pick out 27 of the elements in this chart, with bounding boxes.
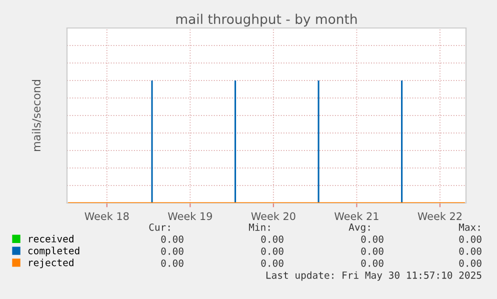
text: Last update: Fri May 30 11:57:10 2025: [266, 271, 482, 281]
text: 0.00: [161, 247, 184, 255]
text: 0.00: [459, 247, 482, 255]
x-tick-label: Week 20: [251, 212, 296, 220]
text: 0.00: [261, 259, 284, 267]
text: 0.00: [261, 235, 284, 243]
text: 0.00: [261, 247, 284, 255]
chart-title: mail throughput - by month: [176, 14, 357, 27]
text: 0.00: [361, 235, 384, 243]
x-tick-label: Week 18: [84, 212, 129, 220]
y-axis-title: mails/second: [32, 80, 42, 151]
text: 0.00: [459, 259, 482, 267]
text: 0.00: [459, 235, 482, 243]
text: 0.00: [361, 259, 384, 267]
text: 0.00: [161, 235, 184, 243]
text: 0.00: [361, 247, 384, 255]
x-tick-label: Week 22: [418, 212, 462, 220]
text: Cur:: [149, 223, 170, 231]
text: Avg:: [348, 224, 370, 233]
x-tick-label: Week 19: [168, 212, 212, 220]
text: 0.00: [161, 259, 184, 267]
x-tick-label: Week 21: [334, 212, 378, 220]
legend-label: rejected: [29, 258, 74, 268]
legend-label: completed: [28, 246, 80, 256]
text: Max:: [458, 224, 480, 231]
text: Min:: [248, 223, 270, 231]
legend-label: received: [29, 234, 74, 242]
